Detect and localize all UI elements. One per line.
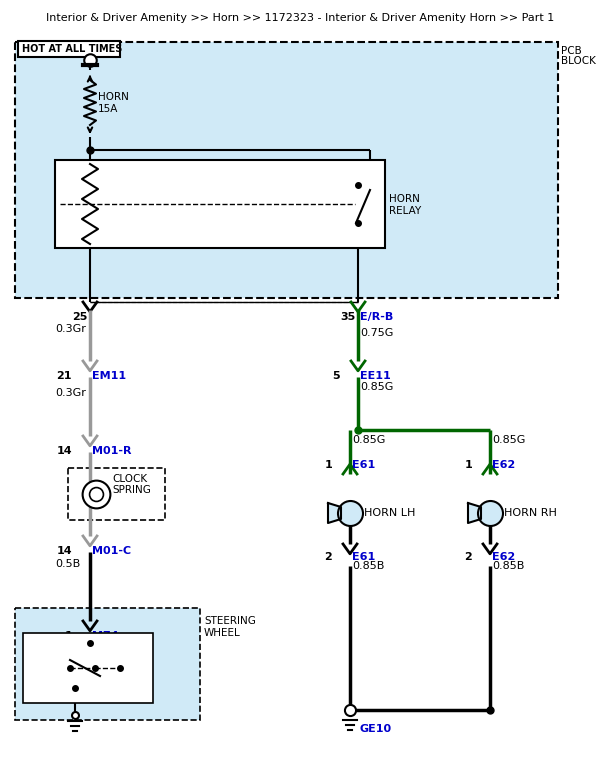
Text: 0.85B: 0.85B (352, 561, 385, 571)
Text: 0.5B: 0.5B (55, 559, 81, 569)
Text: PCB: PCB (561, 46, 582, 56)
Text: 14: 14 (56, 546, 72, 556)
Bar (15, 608, 200, 720)
Text: STEERING: STEERING (204, 616, 256, 626)
Text: M01-R: M01-R (92, 446, 132, 456)
Text: 2: 2 (325, 552, 332, 562)
Text: 25: 25 (72, 312, 87, 322)
Text: E62: E62 (492, 552, 515, 562)
Text: E/R-B: E/R-B (360, 312, 393, 322)
Text: E61: E61 (352, 460, 375, 470)
Text: 0.85G: 0.85G (352, 435, 385, 445)
Text: 0.85G: 0.85G (360, 382, 394, 392)
Polygon shape (328, 503, 341, 523)
Bar (68, 468, 165, 520)
Text: 21: 21 (56, 371, 72, 381)
Text: E61: E61 (352, 552, 375, 562)
Text: HORN: HORN (389, 194, 420, 204)
Text: WHEEL: WHEEL (204, 628, 241, 638)
Text: BLOCK: BLOCK (561, 56, 596, 66)
Bar (15, 42, 558, 298)
Text: 0.85B: 0.85B (492, 561, 525, 571)
Text: 1: 1 (325, 460, 332, 470)
Text: GE10: GE10 (360, 724, 392, 734)
Text: EM11: EM11 (92, 371, 126, 381)
Text: HOT AT ALL TIMES: HOT AT ALL TIMES (22, 44, 123, 54)
Text: EE11: EE11 (360, 371, 391, 381)
Text: SPRING: SPRING (112, 485, 151, 495)
Bar (18, 41, 120, 57)
Text: 2: 2 (464, 552, 472, 562)
Text: CLOCK: CLOCK (112, 474, 147, 484)
Text: E62: E62 (492, 460, 515, 470)
Text: M01-C: M01-C (92, 546, 131, 556)
Text: 35: 35 (340, 312, 355, 322)
Polygon shape (468, 503, 481, 523)
Text: HORN RH: HORN RH (504, 508, 557, 518)
Text: Interior & Driver Amenity >> Horn >> 1172323 - Interior & Driver Amenity Horn >>: Interior & Driver Amenity >> Horn >> 117… (46, 13, 554, 23)
Text: 0.3Gr: 0.3Gr (55, 323, 86, 334)
Text: HORN LH: HORN LH (364, 508, 415, 518)
Text: RELAY: RELAY (389, 206, 421, 216)
Text: HORN: HORN (98, 93, 129, 103)
Text: 1: 1 (64, 631, 72, 641)
Text: 0.75G: 0.75G (360, 329, 394, 338)
Text: 15A: 15A (98, 104, 118, 114)
Text: SWITCH: SWITCH (92, 654, 133, 664)
Bar (23, 633, 153, 703)
Text: 0.3Gr: 0.3Gr (55, 388, 86, 398)
Text: HORN: HORN (92, 643, 123, 653)
Text: M74: M74 (92, 631, 118, 641)
Text: 5: 5 (332, 371, 340, 381)
Bar (55, 160, 385, 248)
Text: 14: 14 (56, 446, 72, 456)
Text: 1: 1 (464, 460, 472, 470)
Text: 0.85G: 0.85G (492, 435, 525, 445)
